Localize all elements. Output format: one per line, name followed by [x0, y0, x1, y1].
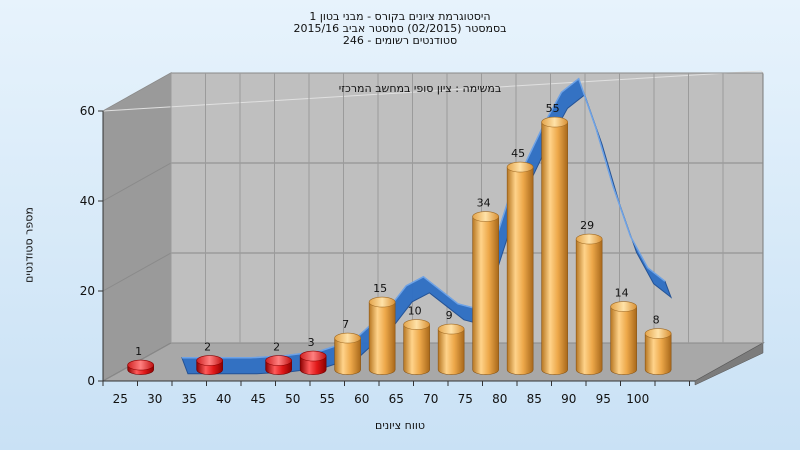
- bar-60-cap: [368, 296, 396, 308]
- bar-100: [644, 328, 672, 375]
- bar-60-body: [368, 301, 396, 375]
- x-tick-label-15: 100: [626, 392, 649, 406]
- chart-title-line-2: בסמסטר (02/2015) סמסטר אביב 2015/16: [293, 22, 507, 35]
- bar-80-cap: [506, 161, 534, 173]
- bar-65-body: [403, 324, 430, 375]
- bar-50-value-label: 3: [308, 336, 315, 349]
- x-tick-label-12: 85: [527, 392, 542, 406]
- chart-title-line-1: היסטוגרמת ציונים בקורס - מבני בטון 1: [309, 10, 491, 23]
- bar-55-cap: [334, 332, 361, 344]
- y-tick-label-3: 60: [80, 104, 95, 118]
- x-tick-label-2: 35: [182, 392, 197, 406]
- bar-50-cap: [299, 350, 327, 362]
- bar-55: [334, 332, 361, 375]
- bar-90-body: [575, 238, 603, 375]
- bar-65-value-label: 10: [408, 305, 422, 318]
- x-tick-label-4: 45: [251, 392, 266, 406]
- x-tick-label-3: 40: [216, 392, 231, 406]
- bar-25: [127, 359, 154, 375]
- bar-65-cap: [403, 319, 430, 330]
- bar-80-body: [506, 166, 534, 375]
- x-tick-label-5: 50: [285, 392, 300, 406]
- bar-75-cap: [472, 211, 499, 222]
- bar-35-value-label: 2: [204, 341, 211, 354]
- bar-50: [299, 350, 327, 375]
- bar-100-cap: [644, 328, 672, 339]
- bar-95-body: [610, 306, 637, 375]
- x-tick-label-11: 80: [492, 392, 507, 406]
- bar-85-body: [541, 121, 568, 375]
- x-tick-label-9: 70: [423, 392, 438, 406]
- x-tick-label-1: 30: [147, 392, 162, 406]
- bar-25-cap: [127, 359, 154, 371]
- bar-55-value-label: 7: [342, 318, 349, 331]
- y-tick-label-2: 40: [80, 194, 95, 208]
- bar-70-body: [437, 328, 465, 375]
- x-tick-label-0: 25: [113, 392, 128, 406]
- bar-55-body: [334, 337, 361, 375]
- bar-45-cap: [265, 355, 292, 366]
- bar-60: [368, 296, 396, 375]
- bar-35: [196, 355, 223, 375]
- left-side-wall: [102, 72, 172, 382]
- x-tick-label-7: 60: [354, 392, 369, 406]
- y-tick-label-0: 0: [87, 374, 95, 388]
- bar-100-value-label: 8: [653, 314, 660, 327]
- back-wall: [170, 72, 764, 344]
- x-axis-label: טווח ציונים: [375, 419, 425, 432]
- bar-85-value-label: 55: [546, 102, 560, 115]
- bar-95-cap: [610, 301, 637, 312]
- x-tick-label-10: 75: [458, 392, 473, 406]
- bar-60-value-label: 15: [373, 282, 387, 295]
- bar-70-value-label: 9: [446, 309, 453, 322]
- bar-80-value-label: 45: [511, 147, 525, 160]
- chart-title-line-3: סטודנטים רשומים - 246: [342, 34, 458, 47]
- bar-100-body: [644, 333, 672, 375]
- bar-75-body: [472, 216, 499, 375]
- bar-90-cap: [575, 233, 603, 245]
- x-tick-label-13: 90: [561, 392, 576, 406]
- bar-45: [265, 355, 292, 375]
- y-axis-label: מספר סטודנטים: [22, 207, 36, 283]
- bar-65: [403, 319, 430, 375]
- bar-35-cap: [196, 355, 223, 366]
- bar-80: [506, 161, 534, 375]
- bar-45-value-label: 2: [273, 341, 280, 354]
- bar-75: [472, 211, 499, 375]
- bar-75-value-label: 34: [477, 197, 491, 210]
- x-tick-label-14: 95: [596, 392, 611, 406]
- bar-95-value-label: 14: [615, 287, 629, 300]
- bar-95: [610, 301, 637, 375]
- bar-90: [575, 233, 603, 375]
- x-tick-label-6: 55: [320, 392, 335, 406]
- bar-90-value-label: 29: [580, 219, 594, 232]
- bar-25-value-label: 1: [135, 345, 142, 358]
- x-tick-label-8: 65: [389, 392, 404, 406]
- bar-70-cap: [437, 323, 465, 335]
- y-tick-label-1: 20: [80, 284, 95, 298]
- bar-85: [541, 116, 568, 375]
- bar-85-cap: [541, 116, 568, 128]
- floor-ledge: [694, 342, 764, 386]
- bar-70: [437, 323, 465, 375]
- annotation-text: במשימה : ציון סופי במחשב המרכזי: [339, 82, 502, 95]
